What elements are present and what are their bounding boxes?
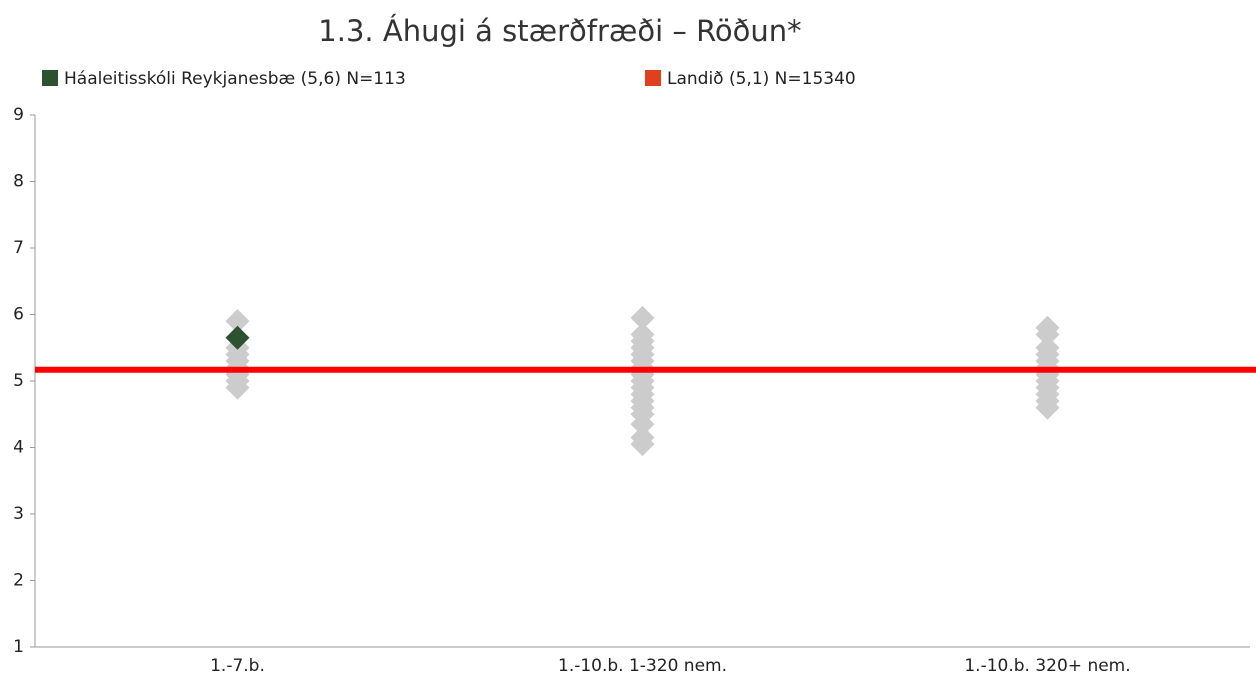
x-tick-label: 1.-10.b. 1-320 nem.: [558, 656, 727, 676]
legend-swatch: [42, 70, 58, 86]
other-school-point: [630, 305, 655, 330]
x-tick-label: 1.-10.b. 320+ nem.: [964, 656, 1130, 676]
x-tick-label: 1.-7.b.: [210, 656, 265, 676]
legend-label: Háaleitisskóli Reykjanesbæ (5,6) N=113: [64, 69, 406, 89]
y-tick-label: 7: [13, 238, 24, 258]
other-school-point: [630, 322, 655, 347]
other-school-point: [630, 425, 655, 450]
y-tick-label: 6: [13, 305, 24, 325]
other-school-point: [1035, 315, 1060, 340]
y-tick-label: 8: [13, 172, 24, 192]
y-tick-label: 4: [13, 438, 24, 458]
other-school-point: [225, 309, 250, 334]
y-tick-label: 2: [13, 571, 24, 591]
y-tick-label: 5: [13, 371, 24, 391]
legend-label: Landið (5,1) N=15340: [667, 69, 856, 89]
chart-title: 1.3. Áhugi á stærðfræði – Röðun*: [318, 14, 801, 48]
y-tick-label: 3: [13, 504, 24, 524]
other-school-point: [1035, 335, 1060, 360]
legend-swatch: [645, 70, 661, 86]
school-point: [225, 325, 250, 350]
y-tick-label: 9: [13, 105, 24, 125]
y-tick-label: 1: [13, 637, 24, 657]
